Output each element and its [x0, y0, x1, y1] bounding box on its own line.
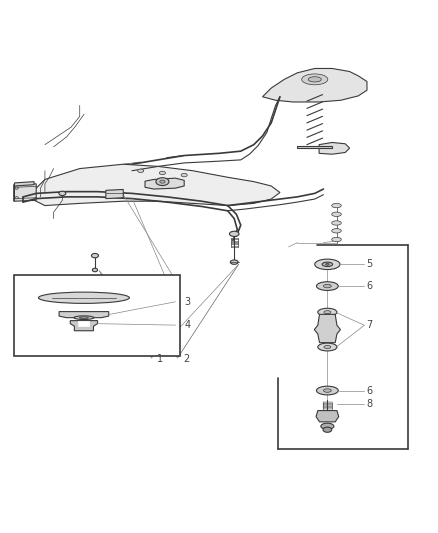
Ellipse shape	[138, 169, 144, 173]
Ellipse shape	[79, 317, 88, 319]
Ellipse shape	[39, 292, 129, 303]
Text: 5: 5	[367, 260, 373, 269]
Ellipse shape	[92, 254, 99, 258]
Ellipse shape	[111, 193, 118, 197]
Ellipse shape	[15, 197, 18, 199]
Polygon shape	[297, 146, 332, 148]
Ellipse shape	[318, 308, 337, 316]
Ellipse shape	[317, 386, 338, 395]
Polygon shape	[28, 164, 280, 206]
Ellipse shape	[324, 345, 331, 349]
Ellipse shape	[59, 191, 66, 196]
Ellipse shape	[74, 316, 94, 319]
Ellipse shape	[324, 311, 331, 314]
Ellipse shape	[156, 177, 169, 185]
Text: 7: 7	[367, 320, 373, 330]
Ellipse shape	[230, 260, 238, 264]
Ellipse shape	[160, 180, 165, 183]
Ellipse shape	[322, 262, 332, 266]
Polygon shape	[78, 321, 89, 326]
Polygon shape	[106, 189, 123, 199]
Ellipse shape	[325, 263, 329, 265]
Polygon shape	[70, 321, 98, 331]
Text: 3: 3	[184, 297, 190, 307]
Ellipse shape	[323, 284, 331, 288]
Text: 6: 6	[367, 385, 373, 395]
Ellipse shape	[92, 268, 98, 272]
Polygon shape	[314, 314, 340, 343]
Polygon shape	[145, 178, 184, 189]
Ellipse shape	[230, 231, 239, 237]
Ellipse shape	[332, 229, 341, 233]
Text: 2: 2	[184, 354, 190, 364]
Ellipse shape	[302, 74, 328, 85]
Ellipse shape	[321, 423, 334, 429]
Polygon shape	[319, 142, 350, 154]
Polygon shape	[59, 312, 109, 318]
Bar	[14, 275, 180, 356]
Ellipse shape	[332, 204, 341, 208]
Ellipse shape	[323, 427, 332, 432]
Ellipse shape	[308, 77, 321, 82]
Ellipse shape	[315, 259, 340, 270]
Ellipse shape	[317, 282, 338, 290]
Polygon shape	[14, 182, 34, 186]
Ellipse shape	[332, 237, 341, 241]
Text: 6: 6	[367, 281, 373, 291]
Ellipse shape	[181, 173, 187, 177]
Text: 4: 4	[184, 320, 190, 330]
Ellipse shape	[318, 343, 337, 351]
Ellipse shape	[332, 212, 341, 216]
Polygon shape	[316, 410, 339, 422]
Ellipse shape	[159, 171, 166, 175]
Text: 1: 1	[157, 354, 163, 364]
Polygon shape	[262, 68, 367, 102]
Polygon shape	[14, 184, 36, 201]
Ellipse shape	[332, 221, 341, 225]
Text: 8: 8	[367, 399, 373, 409]
Ellipse shape	[15, 187, 18, 189]
Ellipse shape	[323, 389, 331, 392]
